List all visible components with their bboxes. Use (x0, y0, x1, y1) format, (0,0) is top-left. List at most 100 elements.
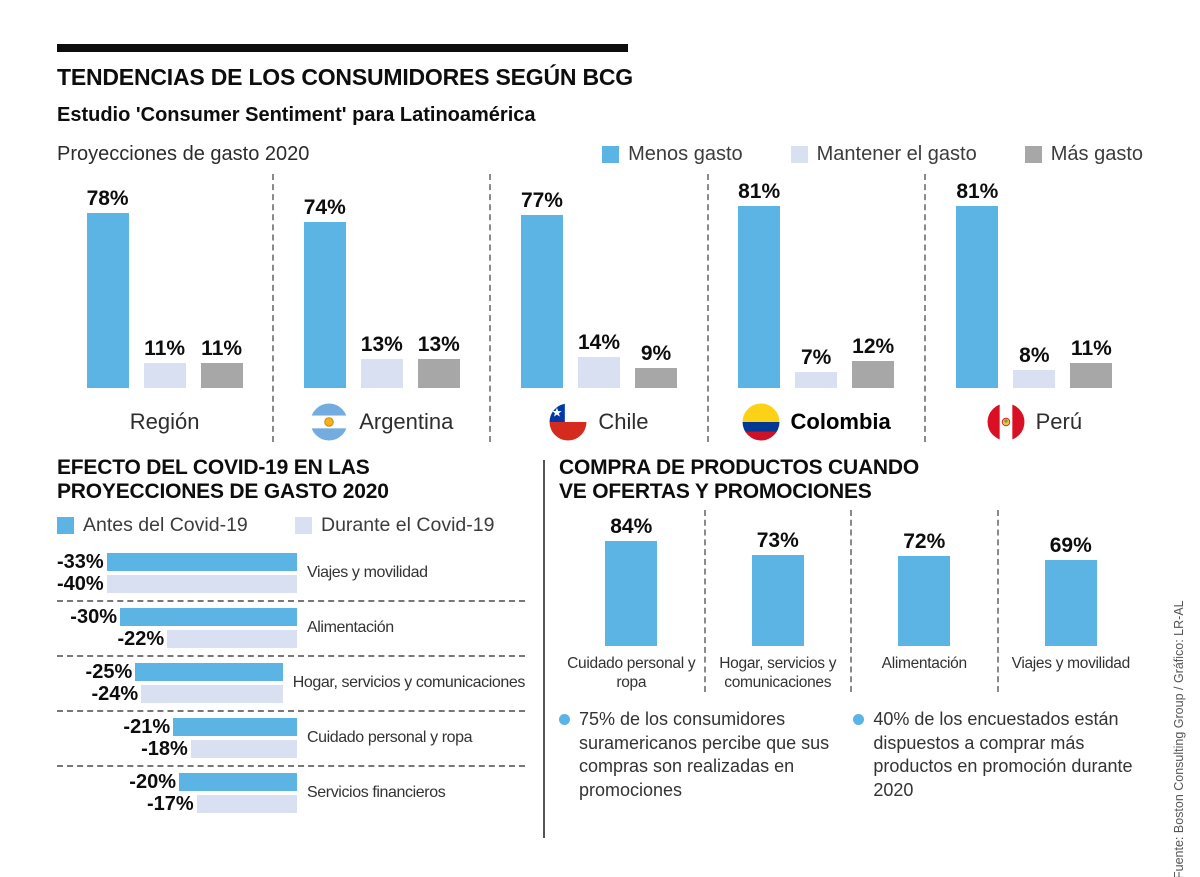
covid-category-label: Viajes y movilidad (307, 564, 428, 582)
covid-bar (106, 575, 297, 594)
covid-bar-value: -40% (57, 573, 104, 596)
bar-mantener-el-gasto (1013, 370, 1056, 388)
covid-bar (120, 608, 297, 627)
covid-bar-line: -17% (57, 793, 297, 816)
covid-title-line2: PROYECCIONES DE GASTO 2020 (57, 480, 389, 504)
bar-value: 11% (1070, 337, 1112, 361)
legend-swatch-icon (790, 146, 808, 163)
covid-bar-value: -25% (85, 661, 133, 684)
covid-legend: Antes del Covid-19 Durante el Covid-19 (57, 514, 525, 537)
section-divider (543, 460, 545, 838)
country-name: Colombia (790, 409, 891, 434)
covid-row: -21% -18% Cuidado personal y ropa (57, 712, 525, 768)
country-name: Región (129, 409, 200, 434)
covid-section-title: EFECTO DEL COVID-19 EN LAS PROYECCIONES … (57, 456, 525, 504)
covid-row: -25% -24% Hogar, servicios y comunicacione… (57, 657, 526, 713)
legend-item: Menos gasto (602, 143, 743, 166)
promo-category-label: Hogar, servicios y comunicaciones (719, 655, 837, 691)
covid-bar-line: -22% (57, 628, 297, 651)
covid-row: -30% -22% Alimentación (57, 602, 525, 658)
bar-with-value: 81% (738, 181, 780, 388)
promo-column: 69% Viajes y movilidad (999, 510, 1144, 692)
bar-más-gasto (852, 361, 895, 388)
bar-value: 13% (417, 332, 460, 356)
bar-value: 12% (852, 335, 895, 358)
covid-category-label: Servicios financieros (307, 784, 446, 802)
legend-label: Durante el Covid-19 (321, 514, 495, 537)
argentina-flag-icon (310, 403, 348, 441)
covid-bar-line: -33% (57, 552, 297, 572)
bar-with-value: 13% (418, 334, 460, 388)
promo-bar-value: 84% (610, 515, 653, 539)
legend-swatch-icon (1024, 146, 1042, 163)
promo-column: 73% Hogar, servicios y comunicaciones (706, 510, 852, 692)
covid-category-label: Hogar, servicios y comunicaciones (292, 674, 526, 692)
covid-row: -20% -17% Servicios financieros (57, 767, 525, 820)
country-group: 78% 11% 11% Región (57, 174, 275, 442)
bar-with-value: 81% (956, 181, 998, 388)
country-group: 74% 13% 13% Argentina (274, 174, 492, 442)
bar-menos-gasto (956, 205, 999, 388)
bar-with-value: 11% (200, 337, 243, 388)
bar-menos-gasto (303, 221, 346, 388)
covid-bar-line: -18% (57, 738, 297, 761)
covid-row-bars: -33% -40% (57, 552, 297, 596)
promo-bar-value: 69% (1049, 533, 1092, 557)
covid-row-bars: -30% -22% (57, 607, 297, 651)
promo-category-label: Cuidado personal y ropa (567, 655, 696, 691)
legend-label: Menos gasto (628, 143, 743, 165)
covid-bar-line: -25% (57, 661, 283, 684)
covid-bar-value: -24% (91, 683, 139, 706)
bar-with-value: 74% (303, 195, 346, 388)
covid-bar-value: -17% (147, 793, 194, 816)
legend-item: Durante el Covid-19 (295, 514, 494, 537)
covid-bar (167, 630, 297, 649)
legend-swatch-icon (295, 517, 312, 535)
bar-value: 81% (956, 179, 999, 203)
promo-title-line2: VE OFERTAS Y PROMOCIONES (559, 480, 872, 504)
country-group: 81% 8% 11% Perú (926, 174, 1143, 442)
country-bars: 77% 14% 9% (521, 178, 677, 388)
covid-bar-value: -22% (117, 628, 165, 651)
bar-value: 11% (201, 337, 243, 361)
promo-bar-value: 72% (903, 530, 946, 554)
promo-title-line1: COMPRA DE PRODUCTOS CUANDO (559, 456, 919, 479)
covid-row-bars: -20% -17% (57, 772, 297, 816)
bar-menos-gasto (86, 212, 129, 388)
bar-menos-gasto (520, 214, 563, 388)
peru-flag-icon (987, 403, 1025, 441)
bar-with-value: 11% (1070, 337, 1113, 388)
covid-bar-value: -18% (141, 738, 188, 761)
covid-bar (190, 740, 297, 759)
bar-with-value: 7% (795, 346, 838, 388)
country-bars: 81% 8% 11% (956, 178, 1113, 388)
covid-category-label: Alimentación (307, 619, 394, 637)
bar-with-value: 8% (1013, 345, 1056, 388)
bullet-note: 75% de los consumidores suramericanos pe… (559, 708, 839, 803)
promo-category-label: Alimentación (881, 655, 967, 673)
bullet-note: 40% de los encuestados están dispuestos … (853, 708, 1143, 803)
covid-title-line1: EFECTO DEL COVID-19 EN LAS (57, 456, 370, 479)
country-label: Colombia (742, 402, 891, 442)
bar-value: 14% (577, 330, 620, 354)
top-chart-header: Proyecciones de gasto 2020 Menos gasto Ma… (57, 143, 1143, 166)
bar-value: 9% (640, 341, 672, 365)
promo-bar (1044, 559, 1097, 647)
legend-label: Antes del Covid-19 (83, 514, 248, 537)
promo-category-label: Viajes y movilidad (1011, 655, 1131, 673)
bar-value: 81% (738, 179, 781, 203)
country-label: Chile (549, 402, 649, 442)
bar-value: 13% (360, 332, 403, 356)
bullet-notes: 75% de los consumidores suramericanos pe… (559, 708, 1143, 803)
bar-value: 74% (303, 195, 346, 219)
promo-bar (751, 554, 804, 647)
bar-with-value: 77% (521, 190, 563, 388)
bar-value: 7% (800, 346, 832, 370)
bar-value: 11% (144, 337, 186, 361)
bullet-text: 75% de los consumidores suramericanos pe… (579, 708, 830, 801)
bar-with-value: 11% (143, 337, 186, 388)
promo-bar-with-value: 69% (1044, 510, 1097, 647)
promo-bar (898, 556, 951, 647)
bullet-text: 40% de los encuestados están dispuestos … (873, 708, 1133, 801)
covid-chart: -33% -40% Viajes y movilidad -30% -22% Alimen… (57, 547, 525, 820)
